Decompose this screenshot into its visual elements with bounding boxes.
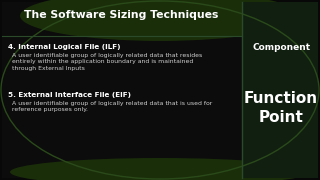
Text: 5. External Interface File (EIF): 5. External Interface File (EIF)	[8, 91, 131, 98]
Text: Function
Point: Function Point	[244, 91, 318, 125]
Bar	[242, 2, 318, 178]
Text: 4. Internal Logical File (ILF): 4. Internal Logical File (ILF)	[8, 44, 121, 50]
Ellipse shape	[10, 158, 310, 180]
Text: A user identifiable group of logically related data that is used for
  reference: A user identifiable group of logically r…	[8, 100, 212, 112]
Ellipse shape	[20, 0, 300, 41]
Text: A user identifiable group of logically related data that resides
  entirely with: A user identifiable group of logically r…	[8, 53, 202, 71]
Text: The Software Sizing Techniques: The Software Sizing Techniques	[24, 10, 218, 20]
Text: Component: Component	[252, 43, 310, 52]
